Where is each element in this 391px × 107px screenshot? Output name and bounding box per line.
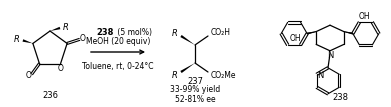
- Polygon shape: [180, 35, 195, 45]
- Text: 33-99% yield: 33-99% yield: [170, 85, 220, 94]
- Text: 52-81% ee: 52-81% ee: [175, 94, 215, 103]
- Text: CO₂Me: CO₂Me: [210, 71, 236, 80]
- Text: N: N: [327, 51, 333, 60]
- Text: OH: OH: [290, 34, 301, 43]
- Text: R: R: [63, 22, 69, 31]
- Text: N: N: [317, 71, 324, 80]
- Text: Toluene, rt, 0-24°C: Toluene, rt, 0-24°C: [82, 62, 154, 71]
- Text: O: O: [26, 71, 32, 80]
- Text: O: O: [57, 64, 63, 73]
- Text: CO₂H: CO₂H: [211, 27, 231, 36]
- Text: R: R: [172, 71, 178, 80]
- Text: O: O: [79, 34, 85, 43]
- Text: R: R: [172, 28, 178, 37]
- Polygon shape: [344, 32, 353, 35]
- Polygon shape: [180, 63, 195, 73]
- Text: 236: 236: [42, 91, 58, 100]
- Text: 238: 238: [332, 92, 348, 102]
- Polygon shape: [23, 39, 33, 43]
- Polygon shape: [50, 27, 60, 31]
- Text: (5 mol%): (5 mol%): [115, 27, 152, 36]
- Text: MeOH (20 equiv): MeOH (20 equiv): [86, 37, 150, 47]
- Text: 238: 238: [97, 27, 114, 36]
- Text: OH: OH: [359, 12, 370, 21]
- Text: 237: 237: [187, 77, 203, 85]
- Text: R: R: [14, 35, 20, 44]
- Polygon shape: [307, 32, 316, 35]
